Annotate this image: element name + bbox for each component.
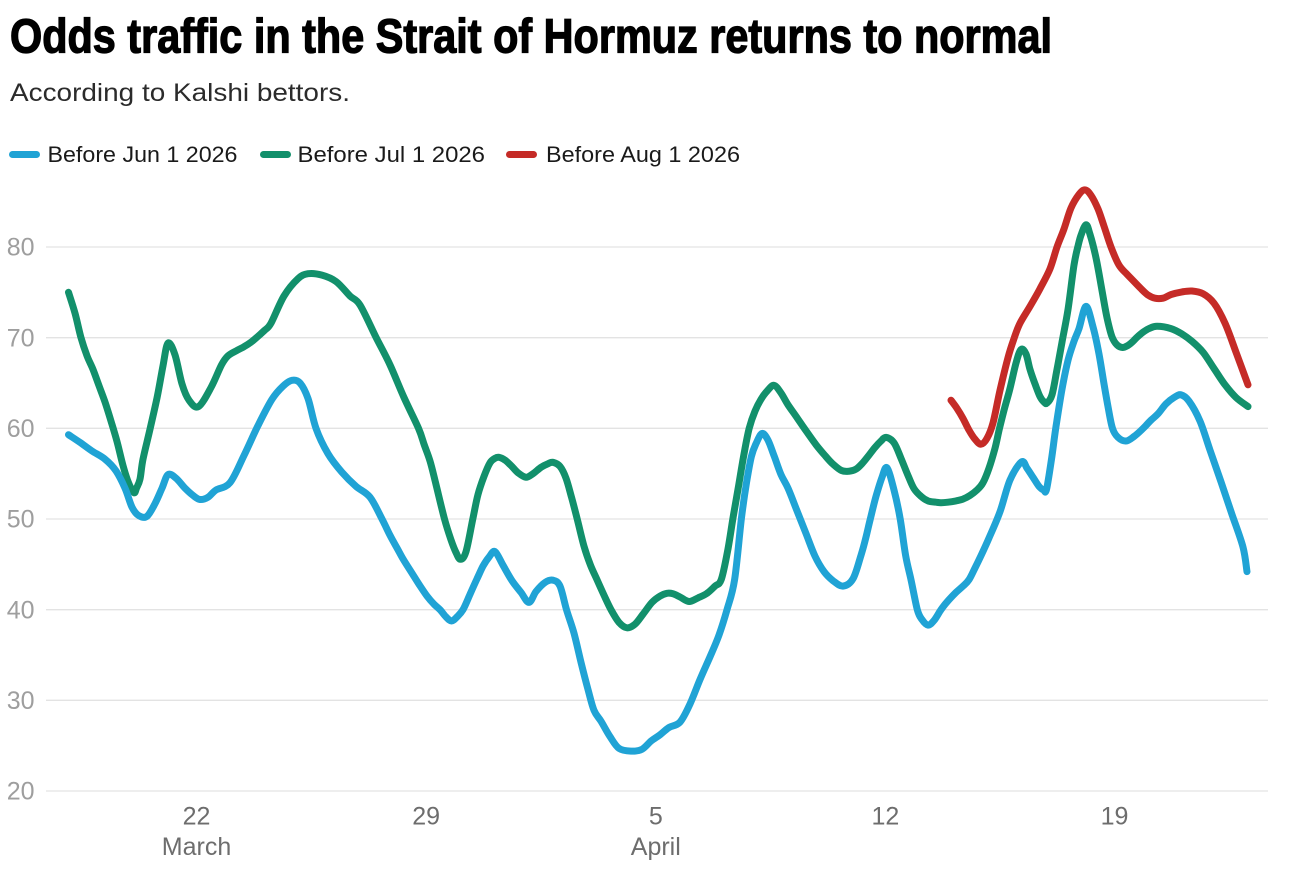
svg-text:5: 5 xyxy=(649,803,663,831)
svg-text:22: 22 xyxy=(183,803,211,831)
svg-text:March: March xyxy=(162,833,231,861)
svg-text:19: 19 xyxy=(1101,803,1129,831)
svg-text:Before Aug 1 2026: Before Aug 1 2026 xyxy=(546,142,740,167)
svg-text:60: 60 xyxy=(7,415,35,443)
svg-text:80: 80 xyxy=(7,234,35,262)
svg-text:Before Jul 1 2026: Before Jul 1 2026 xyxy=(298,142,486,167)
svg-text:20: 20 xyxy=(7,778,35,806)
svg-text:40: 40 xyxy=(7,596,35,624)
svg-text:April: April xyxy=(631,833,681,861)
svg-text:29: 29 xyxy=(412,803,440,831)
svg-text:30: 30 xyxy=(7,687,35,715)
svg-text:12: 12 xyxy=(871,803,899,831)
svg-text:70: 70 xyxy=(7,324,35,352)
svg-text:Before Jun 1 2026: Before Jun 1 2026 xyxy=(48,142,238,167)
svg-text:According to Kalshi bettors.: According to Kalshi bettors. xyxy=(10,79,350,107)
svg-text:50: 50 xyxy=(7,506,35,534)
svg-text:Odds traffic in the Strait of: Odds traffic in the Strait of Hormuz ret… xyxy=(10,11,1052,64)
